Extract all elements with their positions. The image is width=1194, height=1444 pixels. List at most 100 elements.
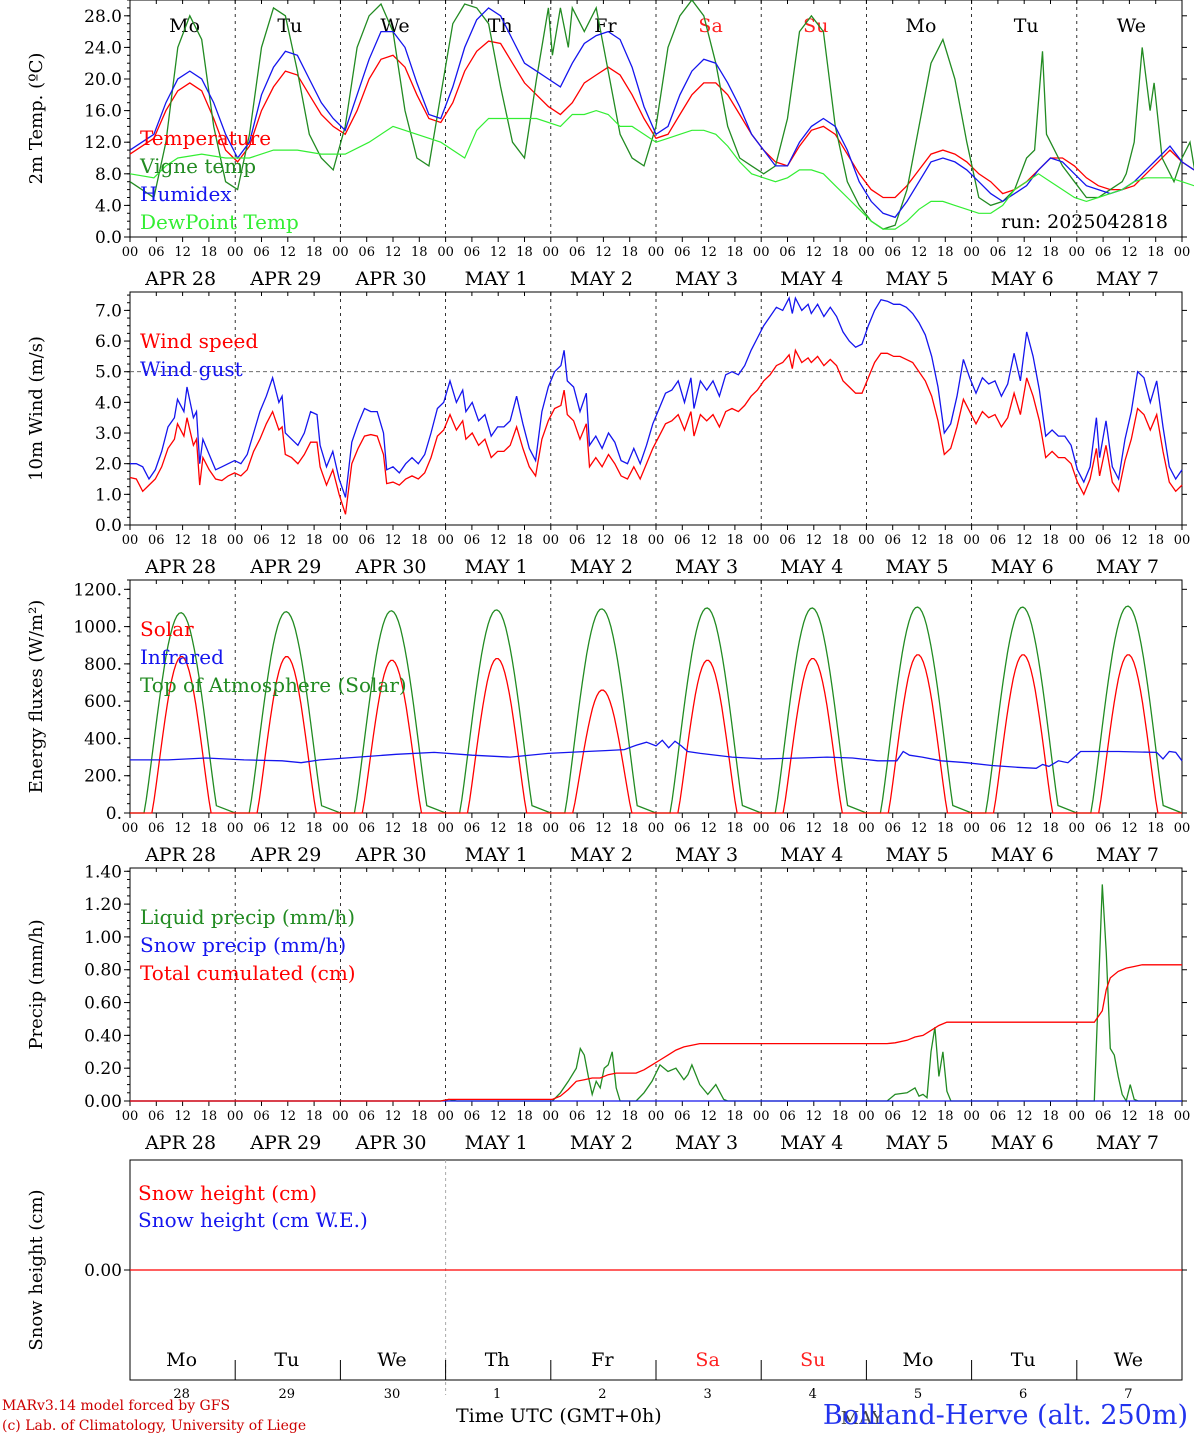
legend-entry: Top of Atmosphere (Solar) [140,673,407,697]
hour-tick-label: 18 [1042,245,1059,260]
hour-tick-label: 06 [779,1109,796,1124]
hour-tick-label: 00 [858,533,875,548]
hour-tick-label: 06 [674,533,691,548]
hour-tick-label: 00 [753,1109,770,1124]
hour-tick-label: 12 [806,1109,823,1124]
date-label: MAY 6 [991,844,1054,866]
hour-tick-label: 12 [1121,533,1138,548]
date-label: MAY 1 [465,1132,528,1154]
date-label: APR 28 [144,1132,216,1154]
hour-tick-label: 06 [884,821,901,836]
series-line-dewpoint-temp [129,109,1194,230]
date-label: MAY 4 [780,1132,843,1154]
hour-tick-label: 06 [253,1109,270,1124]
hour-tick-label: 18 [621,821,638,836]
hour-tick-label: 00 [227,1109,244,1124]
hour-tick-label: 00 [543,533,560,548]
hour-tick-label: 06 [1095,821,1112,836]
hour-tick-label: 00 [648,1109,665,1124]
hour-tick-label: 00 [963,245,980,260]
hour-tick-label: 06 [990,533,1007,548]
weekday-label: Th [485,1349,510,1371]
hour-tick-label: 12 [1016,1109,1033,1124]
hour-tick-label: 12 [1016,533,1033,548]
date-label: MAY 1 [465,268,528,290]
hour-tick-label: 06 [253,245,270,260]
hour-tick-label: 00 [858,245,875,260]
y-axis-label: Snow height (cm) [26,1189,47,1350]
weekday-label: We [1117,15,1146,37]
hour-tick-label: 18 [1042,1109,1059,1124]
weekday-label: We [377,1349,406,1371]
hour-tick-label: 00 [437,245,454,260]
hour-tick-label: 18 [201,245,218,260]
y-tick-label: 0.60 [84,994,122,1014]
date-label: MAY 5 [885,556,948,578]
y-tick-label: 2.0 [95,455,122,475]
hour-tick-label: 18 [832,821,849,836]
y-tick-label: 7.0 [95,301,122,321]
hour-tick-label: 18 [937,1109,954,1124]
hour-tick-label: 00 [1174,821,1191,836]
hour-tick-label: 18 [832,533,849,548]
date-label: APR 29 [249,556,321,578]
y-tick-label: 3.0 [95,424,122,444]
date-label: MAY 3 [675,1132,738,1154]
legend-entry: Snow precip (mm/h) [140,933,346,957]
date-label: APR 30 [354,1132,426,1154]
hour-tick-label: 18 [1147,1109,1164,1124]
hour-tick-label: 12 [174,245,191,260]
hour-tick-label: 00 [963,533,980,548]
legend-entry: Humidex [140,182,232,206]
hour-tick-label: 12 [385,533,402,548]
hour-tick-label: 12 [806,533,823,548]
model-credit: MARv3.14 model forced by GFS [2,1398,231,1414]
legend-entry: DewPoint Temp [140,210,299,234]
hour-tick-label: 12 [385,1109,402,1124]
hour-tick-label: 00 [648,245,665,260]
hour-tick-label: 18 [516,533,533,548]
day-number-label: 2 [598,1387,606,1402]
hour-tick-label: 18 [727,245,744,260]
hour-tick-label: 06 [464,821,481,836]
legend-entry: Vigne temp [139,154,256,178]
legend-entry: Wind gust [140,357,243,381]
y-tick-label: 0. [106,804,122,824]
weekday-label: Mo [903,1349,934,1371]
day-number-label: 1 [493,1387,501,1402]
hour-tick-label: 06 [358,821,375,836]
hour-tick-label: 00 [1174,533,1191,548]
y-tick-label: 600. [84,692,122,712]
y-tick-label: 1.20 [84,895,122,915]
hour-tick-label: 00 [332,1109,349,1124]
hour-tick-label: 18 [621,245,638,260]
hour-tick-label: 18 [1042,533,1059,548]
hour-tick-label: 06 [358,1109,375,1124]
month-label: MAY [841,1408,885,1429]
hour-tick-label: 18 [1147,533,1164,548]
hour-tick-label: 12 [1121,245,1138,260]
weekday-label: Th [488,15,513,37]
hour-tick-label: 00 [543,821,560,836]
hour-tick-label: 00 [858,1109,875,1124]
date-label: MAY 3 [675,268,738,290]
hour-tick-label: 12 [1016,821,1033,836]
date-label: MAY 7 [1096,1132,1159,1154]
hour-tick-label: 00 [1069,821,1086,836]
legend-entry: Temperature [140,126,271,150]
hour-tick-label: 06 [1095,245,1112,260]
hour-tick-label: 12 [700,1109,717,1124]
date-label: MAY 3 [675,556,738,578]
hour-tick-label: 06 [779,245,796,260]
y-tick-label: 8.0 [95,165,122,185]
hour-tick-label: 12 [490,245,507,260]
hour-tick-label: 06 [358,245,375,260]
y-tick-label: 1000. [73,618,122,638]
series-line-vigne-temp [129,0,1194,230]
hour-tick-label: 12 [911,821,928,836]
hour-tick-label: 06 [884,533,901,548]
hour-tick-label: 06 [464,1109,481,1124]
y-axis-label: 2m Temp. (ºC) [26,53,47,185]
date-label: APR 28 [144,268,216,290]
hour-tick-label: 06 [1095,1109,1112,1124]
